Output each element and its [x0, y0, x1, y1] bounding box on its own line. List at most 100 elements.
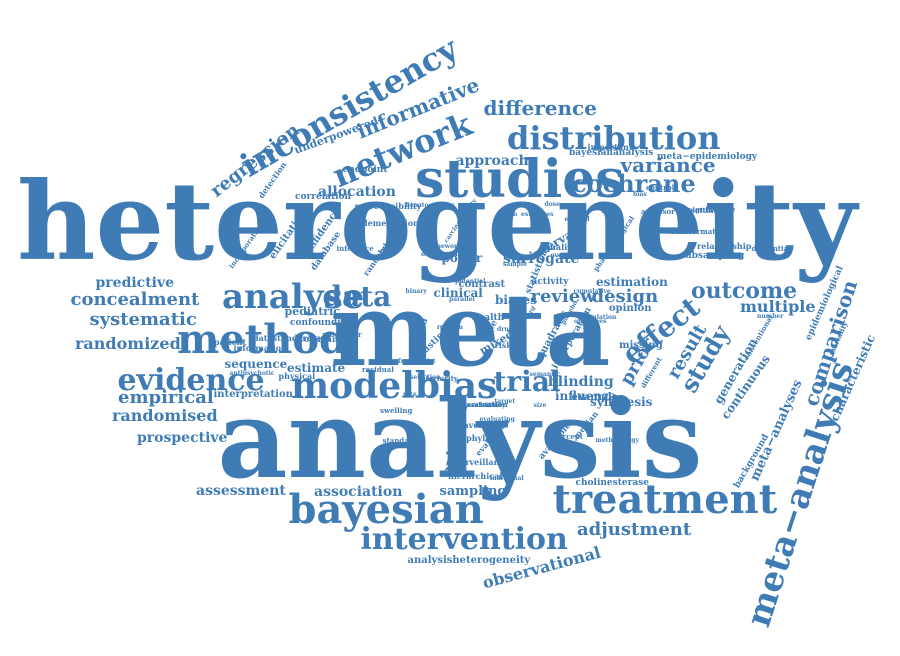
cloud-word: transformation	[668, 226, 728, 236]
cloud-word: relationship	[697, 241, 752, 251]
cloud-word: elicited	[564, 216, 590, 223]
cloud-word: estimate	[287, 361, 346, 375]
cloud-word: studies	[415, 149, 625, 210]
cloud-word: selection	[410, 374, 441, 381]
cloud-word: methodology	[595, 437, 639, 444]
cloud-word: antipsychotic	[229, 370, 275, 377]
cloud-word: distribution	[507, 119, 721, 157]
cloud-word: hierarchical	[448, 471, 503, 481]
cloud-word: missing	[619, 340, 663, 351]
cloud-word: empirical	[118, 387, 214, 408]
cloud-word: population	[580, 314, 617, 321]
cloud-word: more	[601, 208, 619, 215]
cloud-word: approach	[455, 153, 529, 169]
cloud-word: randomised	[112, 406, 218, 425]
cloud-word: analysisheterogeneity	[407, 555, 531, 566]
cloud-word: mean	[499, 211, 518, 218]
cloud-word: treatment	[552, 476, 778, 523]
cloud-word: setting	[691, 205, 719, 215]
cloud-word: control	[646, 182, 675, 192]
cloud-word: drug	[497, 326, 513, 333]
cloud-word: accessor	[641, 206, 675, 216]
cloud-word: community	[299, 334, 350, 344]
cloud-word: bayesian	[288, 486, 484, 533]
cloud-word: intervention	[360, 522, 568, 557]
cloud-word: priors	[440, 324, 461, 331]
cloud-word: estimates	[521, 211, 554, 218]
cloud-word: important	[587, 142, 633, 152]
cloud-word: estimation	[596, 275, 668, 289]
cloud-word: interpretation	[213, 389, 293, 400]
cloud-word: datastandardized	[253, 333, 331, 343]
cloud-word: analyse	[222, 277, 365, 317]
cloud-word: inferiority	[418, 373, 458, 383]
cloud-word: intercept	[547, 431, 583, 441]
cloud-word: assessment	[196, 483, 286, 499]
cloud-word: endpoint	[342, 164, 388, 175]
cloud-word: activity	[531, 276, 569, 287]
cloud-word: evidence	[117, 363, 265, 398]
cloud-word: particular	[322, 329, 362, 339]
cloud-word: blinding	[548, 374, 614, 390]
cloud-word: inference	[336, 243, 374, 253]
cloud-word: potential	[455, 278, 486, 285]
cloud-word: information	[233, 343, 287, 353]
cloud-word: design	[591, 286, 659, 307]
cloud-word: overview	[550, 252, 580, 259]
cloud-word: patient	[214, 337, 247, 347]
cloud-word: dose	[544, 201, 560, 208]
cloud-word: fixed	[442, 324, 458, 331]
cloud-word: sensitivity	[471, 402, 506, 409]
cloud-word: surrogate	[503, 251, 580, 267]
cloud-word: outcome	[691, 278, 798, 304]
cloud-word: example	[571, 392, 619, 403]
cloud-word: synthesis	[590, 395, 653, 409]
cloud-word: systematic	[89, 309, 197, 330]
cloud-word: parallel	[449, 296, 475, 303]
cloud-word: clinical	[433, 286, 483, 300]
cloud-word: dementia	[751, 243, 789, 253]
cloud-word: prospective	[137, 430, 228, 446]
cloud-word: rate	[403, 391, 417, 398]
cloud-word: evaluating	[479, 416, 515, 423]
cloud-word: pediatric	[284, 304, 340, 318]
cloud-word: sequence	[224, 357, 288, 371]
cloud-word: confounding	[290, 317, 354, 328]
cloud-word: node	[442, 324, 459, 331]
cloud-word: physical	[278, 371, 316, 381]
cloud-word: random	[437, 324, 463, 331]
cloud-word: quality	[544, 242, 576, 252]
cloud-word: allocation	[318, 184, 396, 200]
cloud-word: residual	[362, 364, 394, 374]
cloud-word: biases	[495, 293, 537, 307]
cloud-word: meta	[330, 271, 611, 389]
cloud-word: outcomes	[574, 318, 607, 325]
cloud-word: modelbias	[291, 365, 498, 407]
cloud-word: variance	[620, 153, 716, 177]
cloud-word: randomized	[75, 334, 181, 353]
cloud-word: sample	[503, 261, 527, 268]
cloud-word: prevalence	[460, 402, 497, 409]
cloud-word: reproducibility	[354, 201, 422, 211]
cloud-word: cumulative	[573, 288, 611, 295]
cloud-word: review	[530, 286, 596, 307]
cloud-word: bias	[633, 191, 647, 198]
cloud-word: number	[757, 313, 784, 320]
cloud-word: risk	[494, 340, 512, 350]
cloud-word: binary	[405, 288, 427, 295]
cloud-word: sampling	[439, 483, 507, 499]
cloud-word: influenza	[555, 389, 617, 403]
cloud-word: concealment	[70, 289, 200, 310]
cloud-word: subsampling	[680, 250, 745, 261]
cloud-word: dexamethasone	[421, 251, 474, 258]
cloud-word: prophylaxis	[451, 433, 503, 443]
cloud-word: swelling	[380, 405, 413, 415]
cloud-word: frequentist	[398, 358, 436, 365]
cloud-word: framework	[425, 243, 462, 250]
cloud-word: contrast	[458, 279, 506, 290]
cloud-word: adjustment	[577, 519, 692, 540]
cloud-word: surveillance	[455, 457, 510, 467]
cloud-word: heterogeneity	[17, 159, 857, 285]
cloud-word: opinion	[609, 303, 652, 314]
cloud-word: standard	[382, 435, 418, 445]
